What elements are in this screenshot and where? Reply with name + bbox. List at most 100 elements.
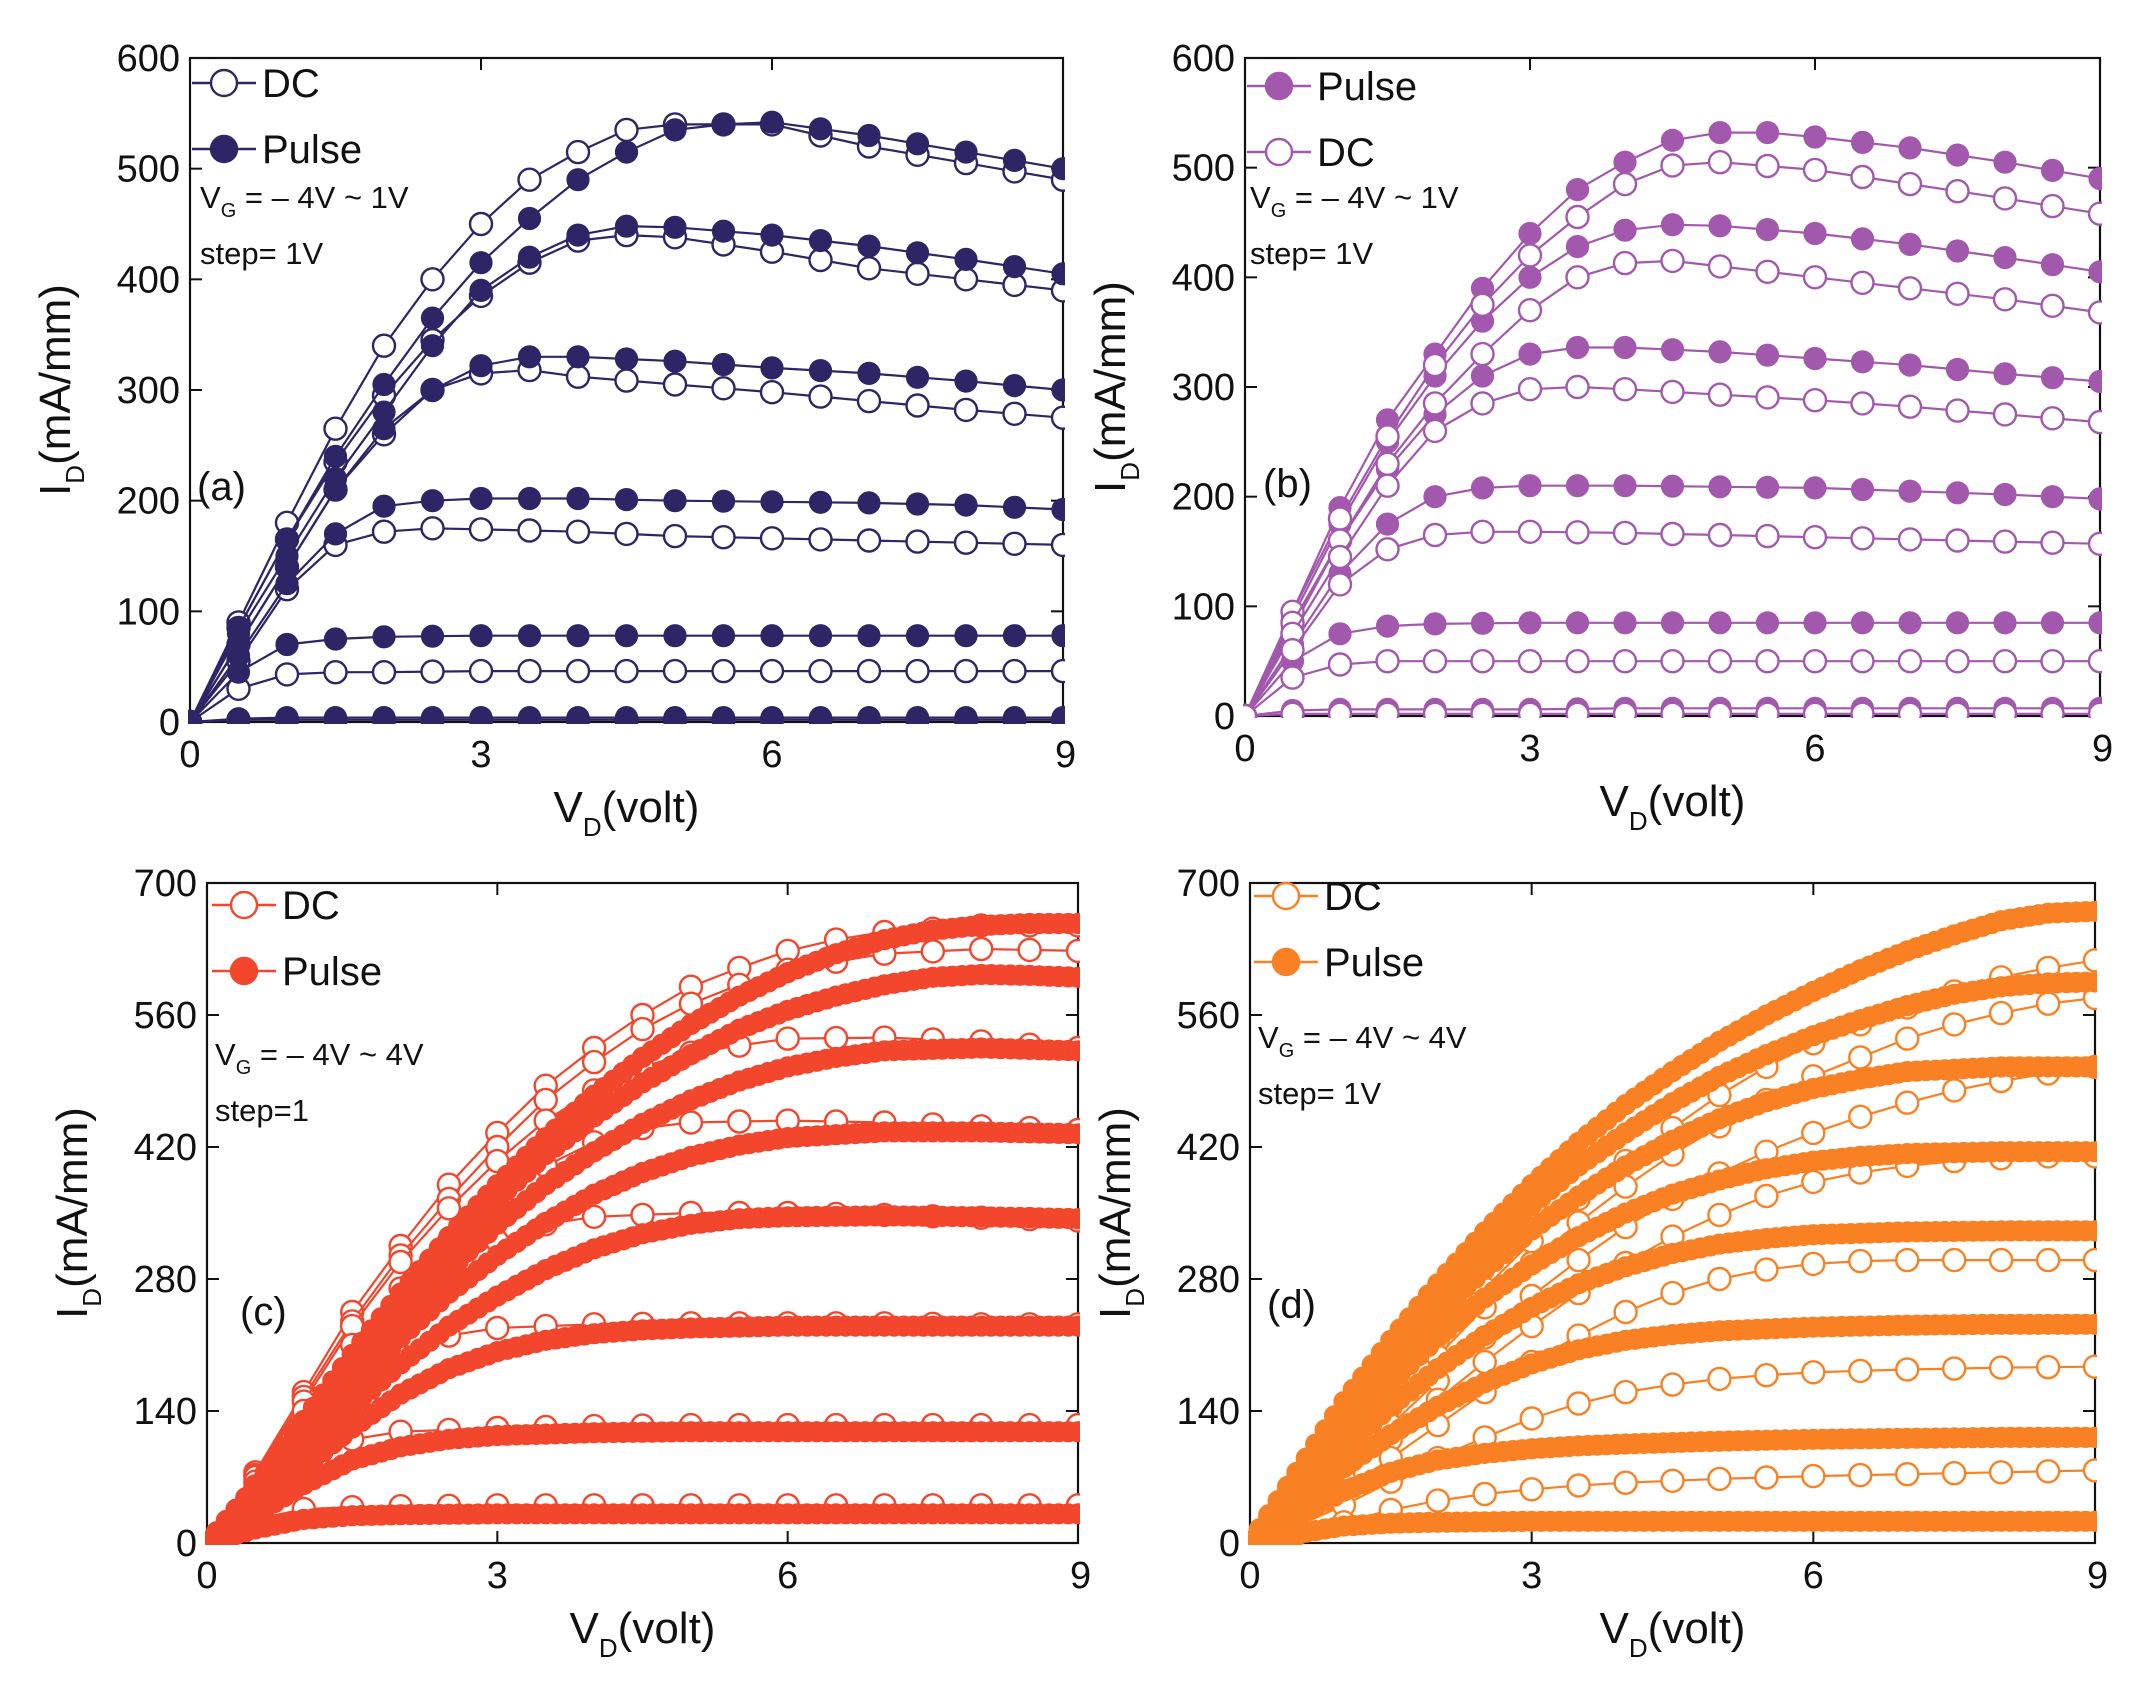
legend-marker <box>209 134 239 164</box>
x-axis-label: VD(volt) <box>1600 777 1746 836</box>
data-point <box>1945 281 1970 306</box>
data-point <box>1050 405 1065 430</box>
data-point <box>614 521 639 547</box>
data-point <box>469 278 493 302</box>
y-tick-label: 600 <box>117 38 180 80</box>
data-point <box>1470 476 1495 500</box>
plot-data <box>1243 121 2102 718</box>
data-point <box>1802 157 1828 183</box>
data-point <box>663 489 687 513</box>
data-point <box>1613 150 1637 174</box>
gate-voltage-annotation: VG = – 4V ~ 4V <box>215 1037 424 1079</box>
y-tick-label: 140 <box>134 1391 197 1433</box>
data-point <box>1897 527 1923 552</box>
gate-voltage-annotation: VG = – 4V ~ 4V <box>1258 1020 1467 1062</box>
data-point <box>1375 649 1400 674</box>
data-point <box>1708 121 1732 145</box>
data-point <box>905 624 930 648</box>
data-point <box>1613 218 1637 242</box>
data-point <box>1848 1248 1873 1274</box>
data-point <box>2082 948 2097 973</box>
data-point <box>808 247 833 273</box>
data-point <box>1850 164 1875 190</box>
data-point <box>1993 482 2017 507</box>
data-point <box>2088 611 2102 635</box>
data-point <box>1470 649 1495 674</box>
data-point <box>1470 292 1495 317</box>
data-point <box>517 624 542 648</box>
data-point <box>1002 706 1027 724</box>
data-point <box>371 519 397 544</box>
data-point <box>1945 611 1970 635</box>
data-point <box>1518 611 1542 635</box>
y-tick-label: 200 <box>1172 477 1235 519</box>
data-point <box>420 267 445 292</box>
data-point <box>436 1196 462 1221</box>
data-point <box>420 306 445 330</box>
data-point <box>2088 487 2102 511</box>
data-point <box>1002 624 1027 648</box>
data-point <box>954 369 978 393</box>
data-point <box>1613 1299 1638 1325</box>
data-point <box>1801 1251 1826 1277</box>
data-point <box>857 706 881 724</box>
data-point <box>663 118 687 142</box>
data-point <box>1422 522 1448 548</box>
data-point <box>1898 611 1922 635</box>
data-point <box>760 706 784 724</box>
data-point <box>1707 1466 1732 1492</box>
x-axis-label-rest: (volt) <box>1648 1604 1746 1653</box>
y-tick-label: 400 <box>117 259 180 301</box>
data-point <box>2040 406 2065 431</box>
data-point <box>468 517 494 542</box>
data-point <box>1065 938 1080 964</box>
y-axis-ticks: 0 100 200 300 400 500 600 <box>117 38 1063 744</box>
data-point <box>1708 475 1732 499</box>
y-axis-label-rest: (mA/mm) <box>1091 1107 1140 1288</box>
x-axis-label-main: V <box>570 1604 600 1653</box>
data-point <box>565 364 591 389</box>
data-point <box>953 267 979 292</box>
x-axis-label-rest: (volt) <box>1648 777 1746 826</box>
data-point <box>711 525 736 550</box>
data-point <box>2040 158 2065 182</box>
data-point <box>1754 1465 1779 1490</box>
data-point <box>1002 495 1027 519</box>
data-point <box>1565 335 1590 360</box>
data-point <box>1612 377 1638 402</box>
data-point <box>1802 649 1828 674</box>
data-point <box>517 658 542 684</box>
data-point <box>1612 649 1638 674</box>
data-point <box>1755 259 1780 284</box>
panel-label: (b) <box>1263 462 1312 506</box>
data-point <box>2087 409 2102 435</box>
series-line <box>1244 484 2101 717</box>
y-tick-label: 0 <box>1214 696 1235 738</box>
annotation-v-sub: G <box>221 200 237 222</box>
data-point <box>1425 1488 1451 1513</box>
y-axis-label: ID(mA/mm) <box>1091 1107 1150 1319</box>
y-tick-label: 500 <box>1172 148 1235 190</box>
y-axis-ticks: 0 100 200 300 400 500 600 <box>1172 38 2100 738</box>
data-point <box>1755 153 1780 179</box>
step-annotation: step=1 <box>215 1093 309 1128</box>
data-point <box>1565 649 1590 674</box>
data-point <box>614 347 639 371</box>
data-point <box>954 247 978 271</box>
y-tick-label: 100 <box>1172 586 1235 628</box>
data-point <box>2040 293 2065 318</box>
data-point <box>759 380 785 405</box>
data-point <box>1067 912 1080 935</box>
data-point <box>711 624 736 648</box>
data-point <box>1897 394 1923 419</box>
y-tick-label: 600 <box>1172 38 1235 80</box>
data-point <box>1850 130 1875 154</box>
data-point <box>1660 1372 1685 1397</box>
data-point <box>2087 531 2102 556</box>
data-point <box>1898 136 1922 160</box>
y-axis-label-rest: (mA/mm) <box>1086 281 1135 462</box>
data-point <box>2040 611 2065 635</box>
data-point <box>2082 1247 2097 1273</box>
